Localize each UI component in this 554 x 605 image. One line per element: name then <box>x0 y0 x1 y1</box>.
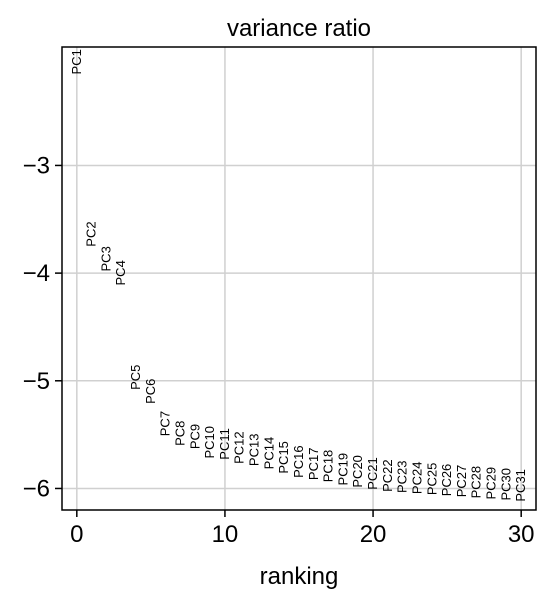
pc-point-label: PC16 <box>291 445 306 478</box>
grid <box>62 47 536 510</box>
x-tick-label: 20 <box>360 521 387 548</box>
pc-point-label: PC1 <box>69 49 84 74</box>
pc-point-label: PC10 <box>202 426 217 459</box>
pc-point-label: PC13 <box>247 434 262 467</box>
pc-point-label: PC4 <box>113 260 128 285</box>
pc-point-label: PC7 <box>158 411 173 436</box>
pc-point-label: PC31 <box>513 469 528 502</box>
pc-point-label: PC11 <box>217 428 232 460</box>
pc-point-label: PC6 <box>143 379 158 404</box>
pc-point-label: PC5 <box>128 365 143 390</box>
chart-title: variance ratio <box>227 15 371 42</box>
x-tick-label: 10 <box>212 521 239 548</box>
y-tick-label: −3 <box>23 152 50 179</box>
pc-point-label: PC14 <box>261 437 276 470</box>
pc-point-label: PC20 <box>350 455 365 488</box>
pc-point-label: PC21 <box>365 457 380 490</box>
pc-point-label: PC25 <box>424 463 439 496</box>
pc-point-label: PC30 <box>498 468 513 501</box>
pc-point-label: PC12 <box>232 431 247 464</box>
x-tick-label: 0 <box>70 521 83 548</box>
pc-point-label: PC2 <box>84 221 99 246</box>
pc-point-label: PC27 <box>454 465 469 498</box>
pc-point-label: PC17 <box>306 448 321 481</box>
x-tick-label: 30 <box>508 521 535 548</box>
pc-point-label: PC19 <box>335 453 350 486</box>
pc-point-label: PC28 <box>469 466 484 499</box>
pc-point-label: PC15 <box>276 441 291 474</box>
plot-frame <box>61 46 537 511</box>
pc-point-label: PC8 <box>173 421 188 446</box>
pc-point-label: PC9 <box>187 424 202 449</box>
pc-point-label: PC3 <box>98 246 113 271</box>
pc-point-label: PC26 <box>439 464 454 497</box>
pc-point-label: PC29 <box>484 467 499 500</box>
y-tick-label: −6 <box>23 475 50 502</box>
pc-point-label: PC23 <box>395 460 410 493</box>
y-tick-label: −5 <box>23 368 50 395</box>
pc-point-label: PC22 <box>380 459 395 492</box>
y-tick-label: −4 <box>23 260 50 287</box>
pc-point-label: PC18 <box>321 450 336 483</box>
x-axis-label: ranking <box>260 563 339 590</box>
axis-ticks: 0 10 20 30 −3 −4 −5 −6 <box>23 152 535 548</box>
pc-point-label: PC24 <box>410 462 425 495</box>
